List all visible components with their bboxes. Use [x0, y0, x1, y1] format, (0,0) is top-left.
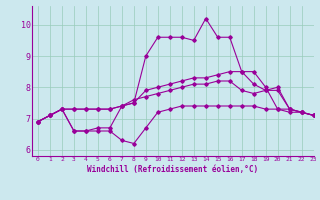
X-axis label: Windchill (Refroidissement éolien,°C): Windchill (Refroidissement éolien,°C) [87, 165, 258, 174]
